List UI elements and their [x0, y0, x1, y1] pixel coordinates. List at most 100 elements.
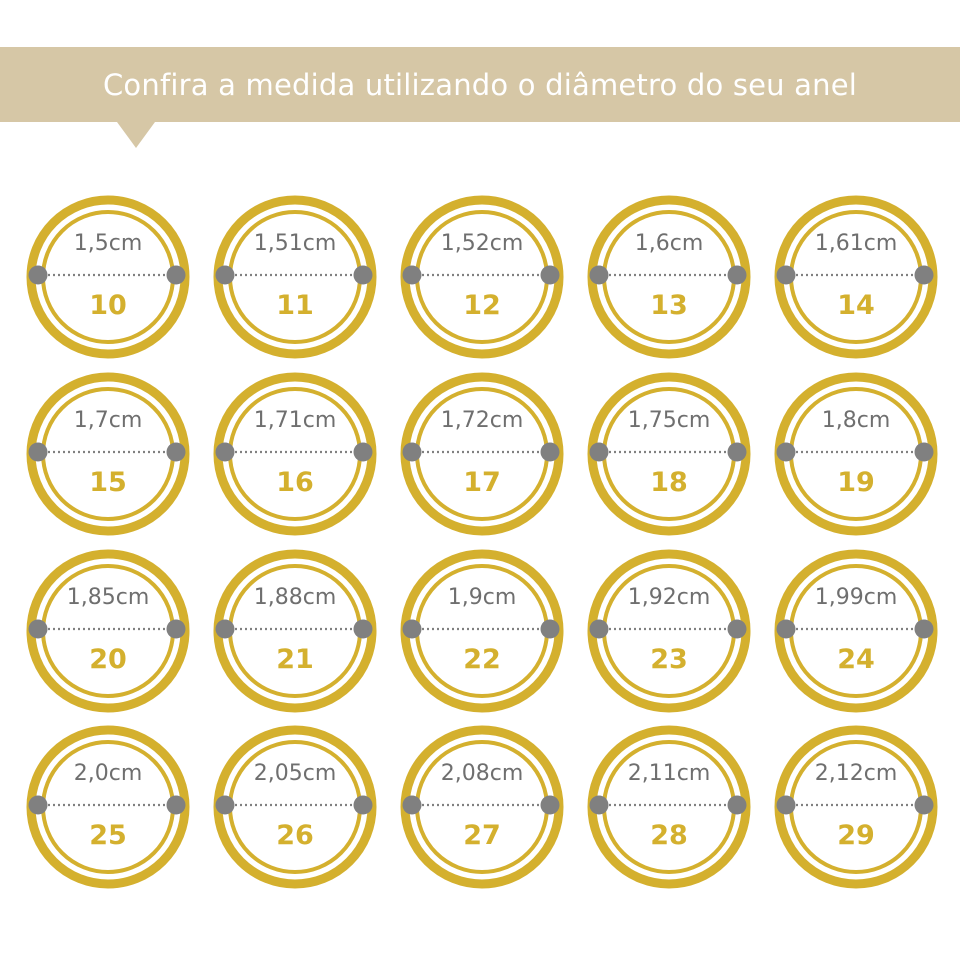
diameter-label: 1,52cm [440, 231, 524, 256]
page-title: Confira a medida utilizando o diâmetro d… [102, 67, 858, 102]
diameter-right-dot [166, 442, 186, 462]
ring-icon [774, 372, 938, 536]
ring-icon [400, 549, 564, 713]
diameter-left-dot [776, 442, 796, 462]
diameter-left-dot [28, 619, 48, 639]
banner-pointer-icon [117, 122, 155, 148]
diameter-left-dot [402, 442, 422, 462]
diameter-label: 1,6cm [634, 231, 704, 256]
ring-outer-band [26, 195, 190, 359]
diameter-right-dot [914, 619, 934, 639]
ring-outer-band [774, 725, 938, 889]
diameter-label: 1,51cm [253, 231, 337, 256]
diameter-right-dot [353, 442, 373, 462]
ring-size-number: 10 [89, 290, 127, 321]
diameter-left-dot [402, 619, 422, 639]
ring-size-card: 1,51cm 11 [211, 193, 379, 361]
diameter-right-dot [540, 795, 560, 815]
ring-icon [774, 195, 938, 359]
ring-outer-band [774, 549, 938, 713]
diameter-label: 1,85cm [66, 585, 150, 610]
ring-size-number: 20 [89, 644, 127, 675]
ring-size-card: 1,8cm 19 [772, 370, 940, 538]
diameter-left-dot [402, 795, 422, 815]
ring-size-card: 1,7cm 15 [24, 370, 192, 538]
ring-size-number: 26 [276, 820, 314, 851]
diameter-left-dot [215, 265, 235, 285]
diameter-right-dot [727, 619, 747, 639]
ring-outer-band [26, 549, 190, 713]
diameter-label: 2,11cm [627, 761, 711, 786]
diameter-label: 1,72cm [440, 408, 524, 433]
ring-size-number: 24 [837, 644, 875, 675]
diameter-label: 1,5cm [73, 231, 143, 256]
diameter-right-dot [353, 265, 373, 285]
ring-outer-band [587, 195, 751, 359]
ring-size-number: 12 [463, 290, 501, 321]
diameter-right-dot [727, 795, 747, 815]
ring-size-card: 2,12cm 29 [772, 723, 940, 891]
ring-size-card: 2,11cm 28 [585, 723, 753, 891]
ring-outer-band [213, 549, 377, 713]
diameter-label: 1,92cm [627, 585, 711, 610]
ring-outer-band [213, 725, 377, 889]
diameter-right-dot [166, 619, 186, 639]
diameter-left-dot [28, 265, 48, 285]
ring-size-card: 1,85cm 20 [24, 547, 192, 715]
ring-size-card: 1,5cm 10 [24, 193, 192, 361]
ring-size-card: 1,52cm 12 [398, 193, 566, 361]
ring-size-card: 1,75cm 18 [585, 370, 753, 538]
diameter-right-dot [914, 795, 934, 815]
diameter-label: 2,0cm [73, 761, 143, 786]
ring-outer-band [400, 195, 564, 359]
ring-size-number: 29 [837, 820, 875, 851]
ring-size-number: 17 [463, 467, 501, 498]
diameter-label: 1,61cm [814, 231, 898, 256]
ring-outer-band [26, 725, 190, 889]
ring-size-number: 27 [463, 820, 501, 851]
diameter-right-dot [540, 442, 560, 462]
diameter-right-dot [914, 442, 934, 462]
diameter-left-dot [215, 795, 235, 815]
ring-outer-band [213, 372, 377, 536]
diameter-left-dot [589, 265, 609, 285]
ring-size-number: 22 [463, 644, 501, 675]
diameter-left-dot [589, 442, 609, 462]
diameter-right-dot [166, 795, 186, 815]
diameter-right-dot [914, 265, 934, 285]
ring-icon [26, 725, 190, 889]
ring-size-card: 1,9cm 22 [398, 547, 566, 715]
ring-outer-band [26, 372, 190, 536]
ring-icon [400, 195, 564, 359]
diameter-left-dot [402, 265, 422, 285]
ring-icon [587, 549, 751, 713]
ring-size-number: 25 [89, 820, 127, 851]
ring-icon [587, 725, 751, 889]
diameter-left-dot [776, 265, 796, 285]
ring-size-card: 1,61cm 14 [772, 193, 940, 361]
diameter-label: 1,8cm [821, 408, 891, 433]
diameter-label: 2,05cm [253, 761, 337, 786]
ring-icon [213, 195, 377, 359]
diameter-right-dot [166, 265, 186, 285]
ring-size-number: 13 [650, 290, 688, 321]
diameter-label: 1,99cm [814, 585, 898, 610]
ring-size-card: 1,71cm 16 [211, 370, 379, 538]
diameter-left-dot [28, 795, 48, 815]
ring-size-number: 21 [276, 644, 314, 675]
ring-size-number: 14 [837, 290, 875, 321]
ring-size-number: 11 [276, 290, 314, 321]
ring-icon [400, 725, 564, 889]
diameter-right-dot [727, 265, 747, 285]
ring-icon [587, 372, 751, 536]
ring-size-card: 2,08cm 27 [398, 723, 566, 891]
diameter-right-dot [727, 442, 747, 462]
ring-size-number: 28 [650, 820, 688, 851]
ring-size-card: 1,72cm 17 [398, 370, 566, 538]
ring-size-card: 1,6cm 13 [585, 193, 753, 361]
ring-size-number: 16 [276, 467, 314, 498]
ring-icon [26, 372, 190, 536]
ring-size-number: 19 [837, 467, 875, 498]
diameter-label: 1,71cm [253, 408, 337, 433]
